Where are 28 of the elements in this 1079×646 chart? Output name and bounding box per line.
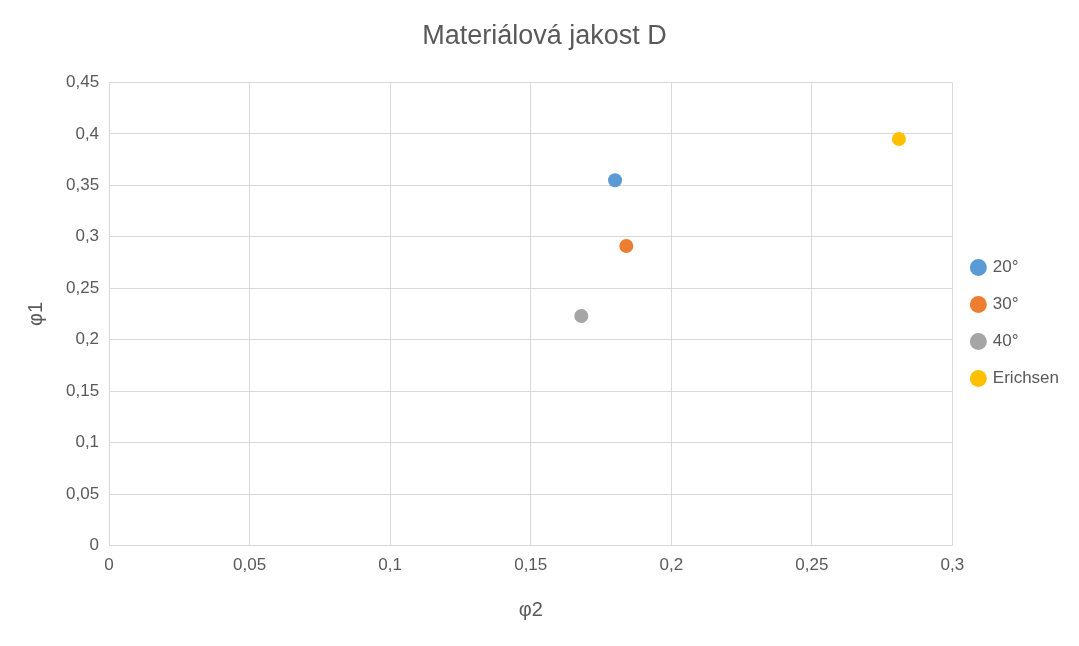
point xyxy=(574,309,589,324)
y-tick-label: 0,15 xyxy=(65,380,100,400)
y-tick-label: 0,05 xyxy=(65,483,100,503)
x-tick-label: 0,25 xyxy=(795,555,829,575)
x-tick-label: 0 xyxy=(104,555,114,575)
x-axis-title: φ2 xyxy=(518,597,543,620)
y-tick-label: 0,1 xyxy=(75,432,100,452)
x-tick-label: 0,15 xyxy=(514,555,548,575)
y-tick-label: 0,2 xyxy=(75,329,100,349)
point xyxy=(891,132,906,147)
chart-title: Materiálová jakost D xyxy=(422,19,667,50)
legend-label: 20° xyxy=(992,257,1019,277)
x-tick-label: 0,3 xyxy=(940,555,965,575)
legend-label: 30° xyxy=(992,294,1019,314)
point xyxy=(608,173,623,188)
y-tick-label: 0,3 xyxy=(75,226,100,246)
legend-label: 40° xyxy=(992,331,1019,351)
y-tick-label: 0,4 xyxy=(75,123,100,143)
x-tick-label: 0,2 xyxy=(659,555,684,575)
point xyxy=(619,239,634,254)
x-tick-label: 0,1 xyxy=(378,555,402,575)
y-tick-label: 0,35 xyxy=(65,175,100,195)
y-tick-label: 0 xyxy=(89,535,100,555)
y-tick-label: 0,25 xyxy=(65,277,100,297)
x-tick-label: 0,05 xyxy=(233,555,267,575)
legend-label: Erichsen xyxy=(992,368,1059,388)
y-axis-title: φ1 xyxy=(23,301,46,327)
y-tick-label: 0,45 xyxy=(65,72,100,92)
